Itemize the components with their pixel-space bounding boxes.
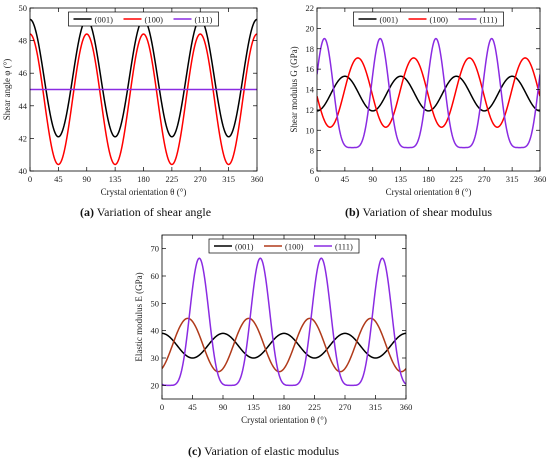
series-line-2 — [162, 317, 406, 373]
x-tick-label: 225 — [450, 174, 463, 184]
y-tick-label: 48 — [19, 36, 28, 46]
x-tick-label: 270 — [478, 174, 491, 184]
legend-label: (100) — [145, 15, 164, 25]
y-tick-label: 60 — [151, 271, 160, 281]
legend-box — [353, 11, 504, 27]
y-tick-label: 30 — [151, 353, 160, 363]
series-line-2 — [317, 57, 540, 128]
x-tick-label: 360 — [400, 402, 413, 412]
y-tick-label: 44 — [19, 101, 28, 111]
legend-label: (001) — [380, 15, 399, 25]
series-line-1 — [162, 332, 406, 359]
y-tick-label: 46 — [19, 68, 28, 78]
legend-label: (001) — [235, 242, 254, 252]
y-tick-label: 42 — [19, 133, 28, 143]
legend-label: (111) — [195, 15, 213, 25]
x-tick-label: 180 — [422, 174, 435, 184]
series-line-2 — [30, 33, 257, 166]
plot-frame — [316, 7, 541, 172]
y-tick-label: 40 — [19, 166, 28, 176]
x-tick-label: 90 — [219, 402, 228, 412]
y-axis-label: Shear modulus G (GPa) — [289, 46, 299, 132]
y-tick-label: 22 — [306, 3, 315, 13]
chart-panel-1: 0 45 90 135 180 225 270 315 360 40 42 44 46 48 50 Cryst… — [2, 3, 263, 197]
legend-box — [68, 11, 219, 27]
x-tick-label: 225 — [166, 174, 179, 184]
series-line-3 — [162, 257, 406, 387]
y-tick-label: 18 — [306, 44, 315, 54]
x-tick-label: 180 — [278, 402, 291, 412]
legend-box — [208, 238, 360, 254]
chart-panel-2: 0 45 90 135 180 225 270 315 360 6 8 10 12 14 16 18 20 22 C… — [289, 3, 546, 197]
x-tick-label: 90 — [369, 174, 378, 184]
legend-label: (001) — [95, 15, 114, 25]
y-tick-label: 50 — [19, 3, 28, 13]
chart-panel-3: 0 45 90 135 180 225 270 315 360 20 30 40 50 60 70 Cryst… — [134, 234, 413, 425]
x-tick-label: 360 — [534, 174, 547, 184]
y-tick-label: 8 — [310, 146, 314, 156]
x-axis-label: Crystal orientation θ (°) — [386, 187, 472, 197]
series-line-3 — [317, 37, 540, 149]
x-axis-label: Crystal orientation θ (°) — [241, 415, 327, 425]
legend-label: (111) — [335, 242, 353, 252]
x-axis-label: Crystal orientation θ (°) — [101, 187, 187, 197]
y-tick-label: 70 — [151, 244, 160, 254]
x-tick-label: 45 — [188, 402, 197, 412]
y-tick-label: 14 — [306, 85, 315, 95]
x-tick-label: 135 — [394, 174, 407, 184]
x-tick-label: 45 — [54, 174, 63, 184]
x-tick-label: 315 — [506, 174, 519, 184]
x-tick-label: 135 — [247, 402, 260, 412]
x-tick-label: 90 — [83, 174, 92, 184]
y-tick-label: 40 — [151, 326, 160, 336]
legend-label: (111) — [480, 15, 498, 25]
y-tick-label: 20 — [306, 23, 315, 33]
y-axis-label: Elastic modulus E (GPa) — [134, 272, 144, 361]
series-line-1 — [30, 18, 257, 138]
y-tick-label: 20 — [151, 380, 160, 390]
y-tick-label: 16 — [306, 64, 315, 74]
x-tick-label: 360 — [251, 174, 264, 184]
legend-label: (100) — [430, 15, 449, 25]
x-tick-label: 315 — [369, 402, 382, 412]
x-tick-label: 135 — [109, 174, 122, 184]
x-tick-label: 0 — [160, 402, 164, 412]
y-tick-label: 10 — [306, 125, 315, 135]
y-tick-label: 50 — [151, 298, 160, 308]
x-tick-label: 225 — [308, 402, 321, 412]
x-tick-label: 0 — [315, 174, 319, 184]
y-axis-label: Shear angle φ (°) — [2, 59, 12, 121]
x-tick-label: 45 — [341, 174, 350, 184]
x-tick-label: 180 — [137, 174, 150, 184]
series-line-1 — [317, 75, 540, 112]
caption-a: (a) Variation of shear angle — [80, 205, 212, 219]
x-tick-label: 0 — [28, 174, 32, 184]
x-tick-label: 315 — [222, 174, 235, 184]
caption-b: (b) Variation of shear modulus — [345, 205, 493, 219]
y-tick-label: 6 — [310, 166, 314, 176]
y-tick-label: 12 — [306, 105, 315, 115]
legend-label: (100) — [285, 242, 304, 252]
x-tick-label: 270 — [339, 402, 352, 412]
caption-c: (c) Variation of elastic modulus — [188, 444, 340, 458]
x-tick-label: 270 — [194, 174, 207, 184]
